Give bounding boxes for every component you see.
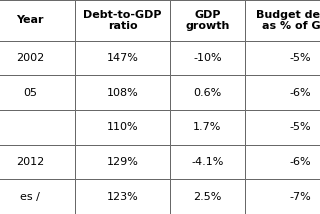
Bar bbox=[75, 41, 170, 75]
Bar bbox=[170, 179, 245, 214]
Bar bbox=[170, 0, 245, 41]
Text: es /: es / bbox=[20, 192, 40, 202]
Bar bbox=[75, 179, 170, 214]
Bar bbox=[245, 41, 320, 75]
Text: Debt-to-GDP
ratio: Debt-to-GDP ratio bbox=[83, 10, 162, 31]
Bar bbox=[0, 0, 75, 41]
Text: 2002: 2002 bbox=[16, 53, 44, 63]
Text: 123%: 123% bbox=[107, 192, 138, 202]
Bar bbox=[245, 110, 320, 145]
Bar bbox=[245, 75, 320, 110]
Bar bbox=[170, 110, 245, 145]
Text: 129%: 129% bbox=[107, 157, 139, 167]
Bar bbox=[0, 179, 75, 214]
Text: 147%: 147% bbox=[107, 53, 139, 63]
Bar bbox=[170, 145, 245, 179]
Bar bbox=[170, 41, 245, 75]
Bar bbox=[245, 0, 320, 41]
Text: Year: Year bbox=[16, 15, 44, 25]
Bar bbox=[170, 75, 245, 110]
Text: 2.5%: 2.5% bbox=[193, 192, 222, 202]
Text: -5%: -5% bbox=[289, 53, 311, 63]
Text: 110%: 110% bbox=[107, 122, 138, 132]
Bar bbox=[75, 75, 170, 110]
Text: Budget deficit
as % of GDP: Budget deficit as % of GDP bbox=[256, 10, 320, 31]
Bar bbox=[75, 145, 170, 179]
Text: 108%: 108% bbox=[107, 88, 138, 98]
Text: 0.6%: 0.6% bbox=[193, 88, 222, 98]
Bar bbox=[0, 145, 75, 179]
Bar bbox=[0, 110, 75, 145]
Text: -6%: -6% bbox=[289, 88, 311, 98]
Bar bbox=[245, 179, 320, 214]
Bar bbox=[75, 110, 170, 145]
Bar bbox=[75, 0, 170, 41]
Bar bbox=[0, 75, 75, 110]
Bar bbox=[0, 41, 75, 75]
Text: 2012: 2012 bbox=[16, 157, 44, 167]
Text: -6%: -6% bbox=[289, 157, 311, 167]
Bar bbox=[245, 145, 320, 179]
Text: GDP
growth: GDP growth bbox=[185, 10, 230, 31]
Text: -4.1%: -4.1% bbox=[191, 157, 224, 167]
Text: 05: 05 bbox=[23, 88, 37, 98]
Text: -7%: -7% bbox=[289, 192, 311, 202]
Text: -10%: -10% bbox=[193, 53, 222, 63]
Text: -5%: -5% bbox=[289, 122, 311, 132]
Text: 1.7%: 1.7% bbox=[193, 122, 222, 132]
